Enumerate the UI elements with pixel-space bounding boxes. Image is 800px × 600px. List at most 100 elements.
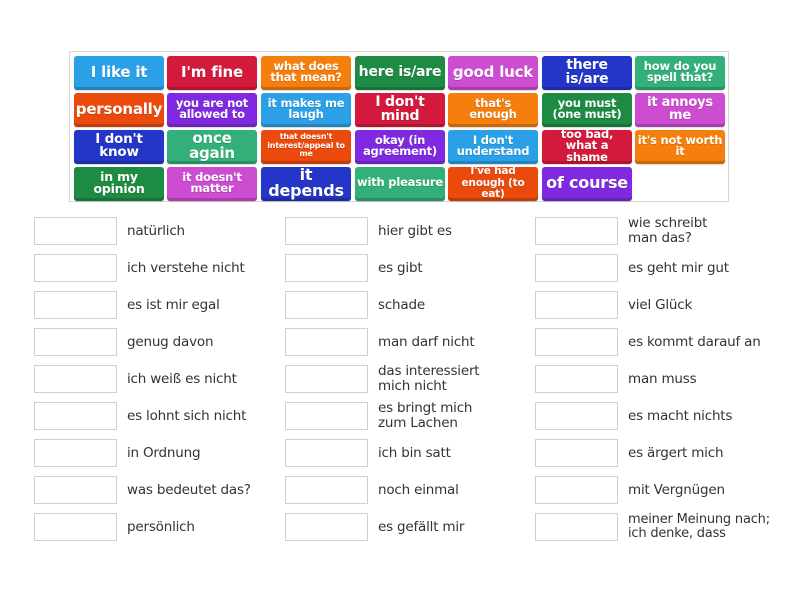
match-label: viel Glück — [628, 296, 693, 313]
tile-good-luck[interactable]: good luck — [448, 56, 538, 90]
drop-box[interactable] — [34, 402, 117, 430]
drop-box[interactable] — [535, 439, 618, 467]
match-label: persönlich — [127, 518, 195, 535]
match-row: wie schreibt man das? — [535, 216, 738, 246]
tile-here-is-are[interactable]: here is/are — [355, 56, 445, 90]
match-row: es ist mir egal — [34, 290, 220, 320]
match-label: es gibt — [378, 259, 423, 276]
drop-box[interactable] — [34, 291, 117, 319]
tile-okay-in-agreement[interactable]: okay (in agreement) — [355, 130, 445, 164]
match-label: schade — [378, 296, 425, 313]
match-label: es lohnt sich nicht — [127, 407, 247, 424]
match-row: das interessiert mich nicht — [285, 364, 498, 394]
match-label: es bringt mich zum Lachen — [378, 400, 473, 431]
match-row: meiner Meinung nach; ich denke, dass — [535, 512, 788, 542]
tile-i-dont-mind[interactable]: I don't mind — [355, 93, 445, 127]
match-row: viel Glück — [535, 290, 692, 320]
tile-im-fine[interactable]: I'm fine — [167, 56, 257, 90]
match-label: natürlich — [127, 222, 185, 239]
drop-box[interactable] — [34, 254, 117, 282]
match-label: noch einmal — [378, 481, 459, 498]
drop-box[interactable] — [285, 513, 368, 541]
match-row: es gibt — [285, 253, 423, 283]
drop-box[interactable] — [535, 402, 618, 430]
match-label: mit Vergnügen — [628, 481, 725, 498]
drop-box[interactable] — [34, 513, 117, 541]
tile-its-not-worth-it[interactable]: it's not worth it — [635, 130, 725, 164]
match-label: es kommt darauf an — [628, 333, 761, 350]
drop-box[interactable] — [285, 291, 368, 319]
drop-box[interactable] — [535, 328, 618, 356]
match-row: in Ordnung — [34, 438, 201, 468]
drop-box[interactable] — [285, 365, 368, 393]
match-label: meiner Meinung nach; ich denke, dass — [628, 511, 770, 541]
match-row: es ärgert mich — [535, 438, 724, 468]
tile-in-my-opinion[interactable]: in my opinion — [74, 167, 164, 201]
tile-it-doesnt-matter[interactable]: it doesn't matter — [167, 167, 257, 201]
tile-you-are-not-allowed-to[interactable]: you are not allowed to — [167, 93, 257, 127]
match-label: ich weiß es nicht — [127, 370, 237, 387]
match-row: es macht nichts — [535, 401, 732, 431]
match-row: man muss — [535, 364, 697, 394]
match-label: es gefällt mir — [378, 518, 465, 535]
tile-i-dont-know[interactable]: I don't know — [74, 130, 164, 164]
tile-ive-had-enough[interactable]: I've had enough (to eat) — [448, 166, 538, 201]
drop-box[interactable] — [285, 328, 368, 356]
tile-bank: I like it I'm fine what does that mean? … — [69, 51, 729, 202]
drop-box[interactable] — [34, 217, 117, 245]
tile-personally[interactable]: personally — [74, 93, 164, 127]
drop-box[interactable] — [34, 476, 117, 504]
drop-box[interactable] — [535, 513, 618, 541]
drop-box[interactable] — [535, 476, 618, 504]
match-row: ich bin satt — [285, 438, 451, 468]
tile-of-course[interactable]: of course — [542, 167, 632, 201]
drop-box[interactable] — [285, 217, 368, 245]
tile-it-depends[interactable]: it depends — [261, 167, 351, 201]
drop-box[interactable] — [285, 439, 368, 467]
tile-once-again[interactable]: once again — [167, 130, 257, 164]
match-label: das interessiert mich nicht — [378, 363, 480, 394]
match-row: mit Vergnügen — [535, 475, 725, 505]
tile-i-like-it[interactable]: I like it — [74, 56, 164, 90]
tile-too-bad-what-a-shame[interactable]: too bad, what a shame — [542, 128, 632, 164]
match-label: ich bin satt — [378, 444, 451, 461]
drop-box[interactable] — [285, 402, 368, 430]
tile-it-annoys-me[interactable]: it annoys me — [635, 93, 725, 127]
drop-box[interactable] — [535, 291, 618, 319]
match-label: es macht nichts — [628, 407, 733, 424]
match-label: man darf nicht — [378, 333, 475, 350]
drop-box[interactable] — [285, 254, 368, 282]
drop-box[interactable] — [535, 254, 618, 282]
match-label: man muss — [628, 370, 697, 387]
tile-with-pleasure[interactable]: with pleasure — [355, 167, 445, 201]
match-row: ich weiß es nicht — [34, 364, 237, 394]
tile-thats-enough[interactable]: that's enough — [448, 93, 538, 127]
drop-box[interactable] — [34, 439, 117, 467]
match-row: genug davon — [34, 327, 213, 357]
tile-what-does-that-mean[interactable]: what does that mean? — [261, 56, 351, 90]
match-row: noch einmal — [285, 475, 459, 505]
match-row: es bringt mich zum Lachen — [285, 401, 488, 431]
tile-you-must[interactable]: you must (one must) — [542, 93, 632, 127]
tile-there-is-are[interactable]: there is/are — [542, 56, 632, 90]
match-row: es geht mir gut — [535, 253, 729, 283]
match-row: natürlich — [34, 216, 185, 246]
match-label: genug davon — [127, 333, 214, 350]
match-row: ich verstehe nicht — [34, 253, 245, 283]
tile-that-doesnt-interest-me[interactable]: that doesn't interest/appeal to me — [261, 130, 351, 164]
match-row: persönlich — [34, 512, 195, 542]
tile-how-do-you-spell-that[interactable]: how do you spell that? — [635, 56, 725, 90]
drop-box[interactable] — [535, 365, 618, 393]
match-label: es geht mir gut — [628, 259, 729, 276]
drop-box[interactable] — [285, 476, 368, 504]
match-label: was bedeutet das? — [127, 481, 251, 498]
drop-box[interactable] — [535, 217, 618, 245]
match-row: hier gibt es — [285, 216, 452, 246]
tile-i-dont-understand[interactable]: I don't understand — [448, 130, 538, 164]
match-row: schade — [285, 290, 425, 320]
match-label: wie schreibt man das? — [628, 215, 708, 246]
tile-it-makes-me-laugh[interactable]: it makes me laugh — [261, 93, 351, 127]
match-row: es gefällt mir — [285, 512, 464, 542]
drop-box[interactable] — [34, 328, 117, 356]
drop-box[interactable] — [34, 365, 117, 393]
